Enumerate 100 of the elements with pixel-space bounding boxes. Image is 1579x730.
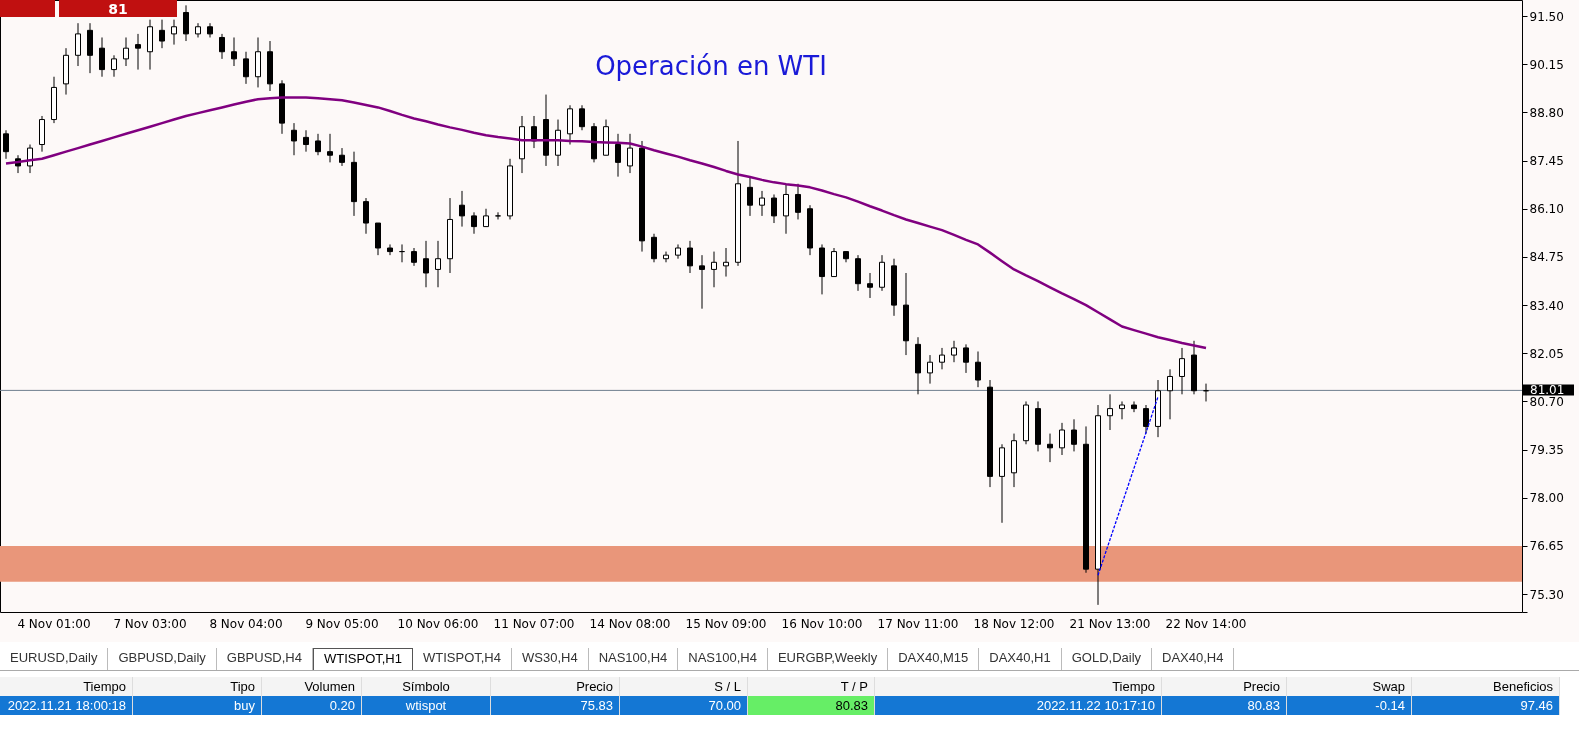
candlestick — [1107, 393, 1113, 431]
text: 75.83 — [491, 696, 620, 715]
candlestick — [699, 254, 705, 310]
text: 2022.11.21 18:00:18 — [0, 696, 133, 715]
candlestick — [531, 115, 537, 149]
text: 80.83 — [748, 696, 875, 715]
line-series — [4, 96, 1208, 350]
candlestick — [75, 22, 81, 67]
candlestick — [159, 19, 165, 49]
candlestick — [423, 240, 429, 288]
category-label: GBPUSD,Daily — [108, 648, 217, 670]
candlestick — [975, 351, 981, 388]
x-tick-label: 8 Nov 04:00 — [209, 616, 283, 631]
candlestick — [1179, 347, 1185, 395]
x-tick-label: 9 Nov 05:00 — [305, 616, 379, 631]
text: Tiempo — [0, 677, 133, 696]
text: buy — [133, 696, 262, 715]
y-tick-label: 82.05 — [1529, 346, 1564, 361]
category-label: WS30,H4 — [512, 648, 589, 670]
candlestick — [171, 19, 177, 46]
x-tick-label: 17 Nov 11:00 — [877, 616, 959, 631]
x-tick-label: 22 Nov 14:00 — [1165, 616, 1247, 631]
candlestick — [615, 133, 621, 178]
candlestick — [123, 36, 129, 67]
candlestick — [1059, 422, 1065, 456]
candlestick — [771, 193, 777, 224]
candlestick — [783, 183, 789, 235]
candlestick — [927, 354, 933, 385]
text: 70.00 — [620, 696, 748, 715]
candlestick — [135, 33, 141, 71]
candlestick — [183, 4, 189, 42]
text: Volumen — [262, 677, 362, 696]
text: Tiempo — [875, 677, 1162, 696]
category-label: EURUSD,Daily — [0, 648, 109, 670]
x-tick-label: 16 Nov 10:00 — [781, 616, 863, 631]
x-tick-label: 15 Nov 09:00 — [685, 616, 767, 631]
annotation: 81 — [59, 0, 177, 17]
candlestick — [1119, 400, 1125, 420]
y-tick-label: 83.40 — [1529, 298, 1564, 313]
x-tick-label: 18 Nov 12:00 — [973, 616, 1055, 631]
candlestick — [747, 176, 753, 217]
candlestick — [711, 251, 717, 288]
candlestick — [627, 133, 633, 174]
y-tick-label: 86.10 — [1529, 202, 1564, 217]
category-label: NAS100,H4 — [588, 648, 679, 670]
y-tick-label: 76.65 — [1529, 539, 1564, 554]
text: Símbolo — [362, 677, 491, 696]
text: T / P — [748, 677, 875, 696]
candlestick — [1047, 433, 1053, 463]
candlestick — [723, 247, 729, 278]
candlestick — [363, 197, 369, 235]
y-tick-label: 88.80 — [1529, 105, 1564, 120]
candlestick — [387, 243, 393, 256]
candlestick — [111, 54, 117, 78]
text: 2022.11.22 10:17:10 — [875, 696, 1162, 715]
candlestick — [435, 240, 441, 288]
y-tick-label: 91.50 — [1529, 9, 1564, 24]
candlestick — [867, 272, 873, 299]
y-tick-label: 79.35 — [1529, 443, 1564, 458]
category-label: GOLD,Daily — [1061, 648, 1153, 670]
candlestick — [339, 147, 345, 167]
x-tick-label: 14 Nov 08:00 — [589, 616, 671, 631]
x-tick-label: 11 Nov 07:00 — [493, 616, 575, 631]
candlestick — [243, 51, 249, 85]
candlestick — [759, 190, 765, 217]
candlestick — [303, 129, 309, 153]
text: Swap — [1287, 677, 1412, 696]
x-tick-label: 7 Nov 03:00 — [113, 616, 187, 631]
candlestick — [939, 347, 945, 370]
y-tick-label: 87.45 — [1529, 154, 1564, 169]
candlestick — [291, 122, 297, 156]
candlestick — [687, 240, 693, 274]
x-tick-label: 4 Nov 01:00 — [17, 616, 91, 631]
category-label: WTISPOT,H1 — [312, 648, 413, 670]
candlestick — [663, 251, 669, 263]
candlestick — [471, 211, 477, 235]
candlestick — [327, 133, 333, 163]
y-tick-label: 90.15 — [1529, 57, 1564, 72]
text: S / L — [620, 677, 748, 696]
category-label: WTISPOT,H4 — [412, 648, 512, 670]
text: 0.20 — [262, 696, 362, 715]
candlestick — [963, 343, 969, 374]
candlestick — [1167, 368, 1173, 420]
text: 80.83 — [1162, 696, 1287, 715]
candlestick — [495, 211, 501, 220]
text: Precio — [491, 677, 620, 696]
y-tick-label: 75.30 — [1529, 587, 1564, 602]
text: -0.14 — [1287, 696, 1412, 715]
text: Beneficios — [1412, 677, 1560, 696]
candlestick — [1143, 404, 1149, 435]
candlestick — [1071, 418, 1077, 452]
candlestick — [459, 190, 465, 228]
text: Tipo — [133, 677, 262, 696]
x-tick-label: 21 Nov 13:00 — [1069, 616, 1151, 631]
candlestick — [951, 340, 957, 363]
category-label: DAX40,H1 — [979, 648, 1062, 670]
candlestick — [651, 233, 657, 263]
text: Precio — [1162, 677, 1287, 696]
category-label: GBPUSD,H4 — [216, 648, 313, 670]
candlestick — [315, 133, 321, 156]
